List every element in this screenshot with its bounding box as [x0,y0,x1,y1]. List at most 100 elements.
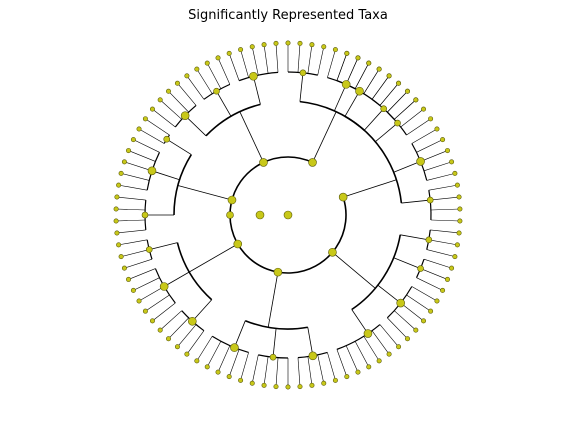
leaf-node [386,73,392,79]
clade-arc [299,100,365,131]
leaf-branch [363,68,380,94]
leaf-branch [400,108,424,128]
branch-stem [216,90,232,117]
figure-title: Significantly Represented Taxa [188,8,388,23]
branch-stem [149,242,178,250]
leaf-branch [152,108,176,128]
leaf-node [238,47,244,53]
leaf-node [114,194,120,200]
leaf-node [149,106,155,112]
leaf-node [121,159,127,165]
leaf-branch [426,173,455,181]
leaf-node [215,55,221,61]
leaf-branch [297,43,301,73]
leaf-branch [411,128,438,144]
leaf-node [297,384,303,390]
clade-stem [189,243,238,273]
nodes-layer [113,40,463,390]
leaf-node [126,148,132,154]
leaf-node [321,380,327,386]
leaf-branch [336,53,348,81]
leaf-branch [186,330,205,355]
leaf-branch [124,161,153,172]
branch-stem [375,122,398,143]
branch-node [425,236,433,244]
leaf-node [376,66,382,72]
leaf-branch [428,184,458,191]
leaf-branch [138,286,165,302]
leaf-branch [379,83,399,106]
leaf-node [404,88,410,94]
leaf-node [366,364,372,370]
leaf-branch [406,118,431,136]
leaf-branch [394,310,417,331]
leaf-branch [420,268,448,280]
leaf-node [113,218,119,224]
leaf-node [376,358,382,364]
root-node [283,210,293,220]
leaf-node [226,374,232,380]
leaf-node [332,377,338,383]
leaf-branch [307,356,313,386]
leaf-branch [251,46,259,76]
leaf-node [413,97,419,103]
leaf-branch [251,354,259,384]
leaf-node [355,369,361,375]
leaf-node [297,40,303,46]
branch-node [417,265,424,272]
leaf-branch [297,357,301,387]
leaf-node [166,336,172,342]
branch-stem [192,299,213,322]
leaf-branch [177,83,197,106]
leaf-branch [152,302,176,322]
leaf-branch [336,349,348,377]
leaf-branch [345,57,359,85]
branch-stem [272,328,277,358]
leaf-branch [159,99,182,120]
clade-arc [344,115,403,204]
leaf-node [421,318,427,324]
leaf-node [249,44,255,50]
leaf-branch [263,356,269,386]
branch-arc [211,335,249,354]
leaf-node [130,287,136,293]
branch-node [363,329,373,338]
leaf-node [454,182,460,188]
branch-stem [307,327,314,356]
clade-stem [239,111,264,163]
clade-node [338,192,348,202]
branch-node [396,298,405,308]
leaf-node [344,50,350,56]
branch-node [269,353,277,361]
leaf-branch [124,258,153,269]
branch-stem [253,76,261,105]
branch-stem [400,234,429,241]
branch-stem [151,170,180,181]
clade-node [227,195,237,205]
leaf-branch [406,294,431,312]
clade-arc [176,242,213,301]
leaf-node [449,159,455,165]
leaf-node [457,218,463,224]
leaf-node [142,116,148,122]
leaf-branch [400,302,424,322]
branch-node [147,166,157,176]
leaf-branch [426,249,455,257]
branch-stem [393,257,421,269]
branch-node [299,69,307,77]
leaf-branch [363,336,380,362]
leaf-node [204,364,210,370]
leaf-branch [217,345,231,373]
leaf-node [194,358,200,364]
leaf-node [261,42,267,48]
leaf-node [457,206,463,212]
branch-node [355,86,364,96]
branch-stem [234,320,246,348]
branch-node [394,119,401,127]
leaf-node [456,230,462,236]
clade-arc [205,103,261,137]
leaf-node [226,50,232,56]
leaf-node [434,126,440,132]
leaf-node [113,206,119,212]
